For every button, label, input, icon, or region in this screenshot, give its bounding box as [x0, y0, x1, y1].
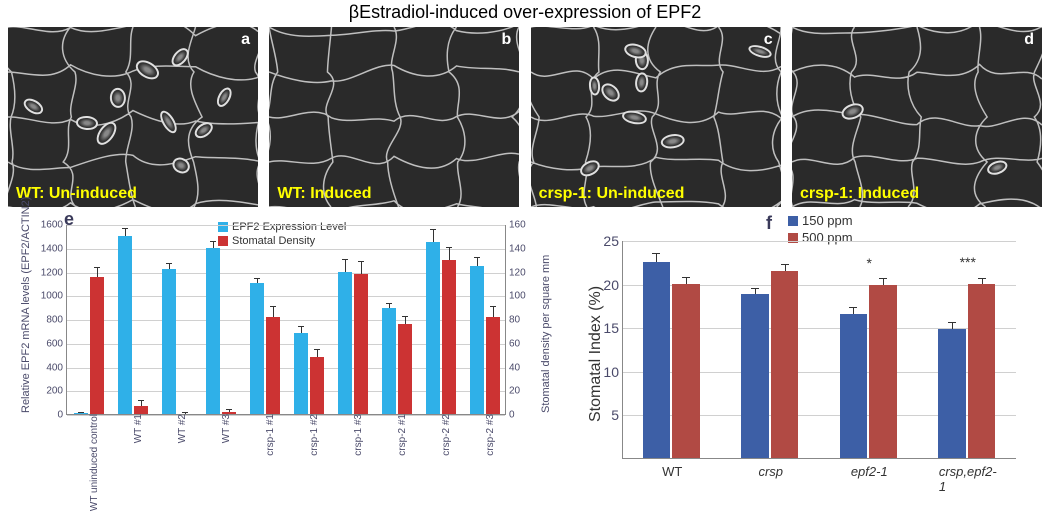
expr-bar [470, 266, 484, 414]
density-bar [134, 406, 148, 414]
panel-c: c crsp-1: Un-induced [531, 27, 781, 207]
x-tick-label: WT #3 [221, 414, 232, 443]
x-tick-label: crsp-2 #3 [485, 414, 496, 456]
plot-area-e: 0020020400406006080080100010012001201400… [66, 225, 506, 415]
high-co2-bar [672, 284, 700, 458]
low-co2-bar [938, 329, 966, 458]
high-co2-bar [869, 285, 897, 458]
cell-outline-icon [792, 27, 1042, 207]
x-tick-label: crsp,epf2-1 [939, 458, 997, 494]
x-tick-label: crsp [758, 458, 783, 479]
chart-f: f Stomatal Index (%) 150 ppm500 ppm 5101… [556, 213, 1036, 513]
x-tick-label: crsp-1 #1 [265, 414, 276, 456]
cell-outline-icon [269, 27, 519, 207]
expr-bar [206, 248, 220, 414]
panel-letter: d [1024, 31, 1034, 49]
significance-marker: *** [960, 254, 976, 270]
legend-item: 150 ppm [788, 213, 853, 228]
high-co2-bar [968, 284, 996, 458]
density-bar [486, 317, 500, 414]
micrograph-row: a WT: Un-induced b WT: Induced c crsp-1:… [0, 23, 1050, 213]
panel-label: WT: Un-induced [16, 185, 137, 203]
charts-row: e Relative EPF2 mRNA levels (EPF2/ACTIN2… [0, 213, 1050, 513]
panel-letter: e [64, 209, 74, 230]
chart-e: e Relative EPF2 mRNA levels (EPF2/ACTIN2… [8, 213, 548, 513]
plot-area-f: 510152025WTcrspepf2-1*crsp,epf2-1*** [622, 241, 1016, 459]
y2-axis-title: Stomatal density per square mm [540, 255, 552, 413]
x-tick-label: crsp-1 #2 [309, 414, 320, 456]
high-co2-bar [771, 271, 799, 458]
expr-bar [294, 333, 308, 414]
x-tick-label: WT #1 [133, 414, 144, 443]
figure-title: βEstradiol-induced over-expression of EP… [0, 0, 1050, 23]
expr-bar [74, 413, 88, 414]
panel-letter: c [764, 31, 773, 49]
low-co2-bar [643, 262, 671, 458]
x-tick-label: epf2-1 [851, 458, 888, 479]
expr-bar [382, 308, 396, 414]
expr-bar [162, 269, 176, 414]
panel-letter: f [766, 213, 772, 234]
y1-axis-title: Relative EPF2 mRNA levels (EPF2/ACTIN2) [20, 197, 32, 413]
x-tick-label: WT #2 [177, 414, 188, 443]
density-bar [354, 274, 368, 414]
density-bar [398, 324, 412, 414]
panel-label: crsp-1: Un-induced [539, 185, 685, 203]
x-tick-label: crsp-1 #3 [353, 414, 364, 456]
expr-bar [426, 242, 440, 414]
density-bar [90, 277, 104, 414]
cell-outline-icon [8, 27, 258, 207]
density-bar [266, 317, 280, 414]
x-tick-label: WT uninduced control [89, 414, 100, 511]
panel-label: WT: Induced [277, 185, 371, 203]
panel-d: d crsp-1: Induced [792, 27, 1042, 207]
significance-marker: * [867, 255, 872, 271]
low-co2-bar [840, 314, 868, 458]
expr-bar [250, 283, 264, 414]
panel-label: crsp-1: Induced [800, 185, 919, 203]
panel-a: a WT: Un-induced [8, 27, 258, 207]
panel-letter: b [502, 31, 512, 49]
expr-bar [338, 272, 352, 415]
density-bar [310, 357, 324, 414]
expr-bar [118, 236, 132, 414]
y-axis-title: Stomatal Index (%) [587, 282, 605, 422]
cell-outline-icon [531, 27, 781, 207]
density-bar [442, 260, 456, 414]
x-tick-label: crsp-2 #1 [397, 414, 408, 456]
panel-b: b WT: Induced [269, 27, 519, 207]
x-tick-label: crsp-2 #2 [441, 414, 452, 456]
panel-letter: a [241, 31, 250, 49]
low-co2-bar [741, 294, 769, 458]
x-tick-label: WT [662, 458, 682, 479]
